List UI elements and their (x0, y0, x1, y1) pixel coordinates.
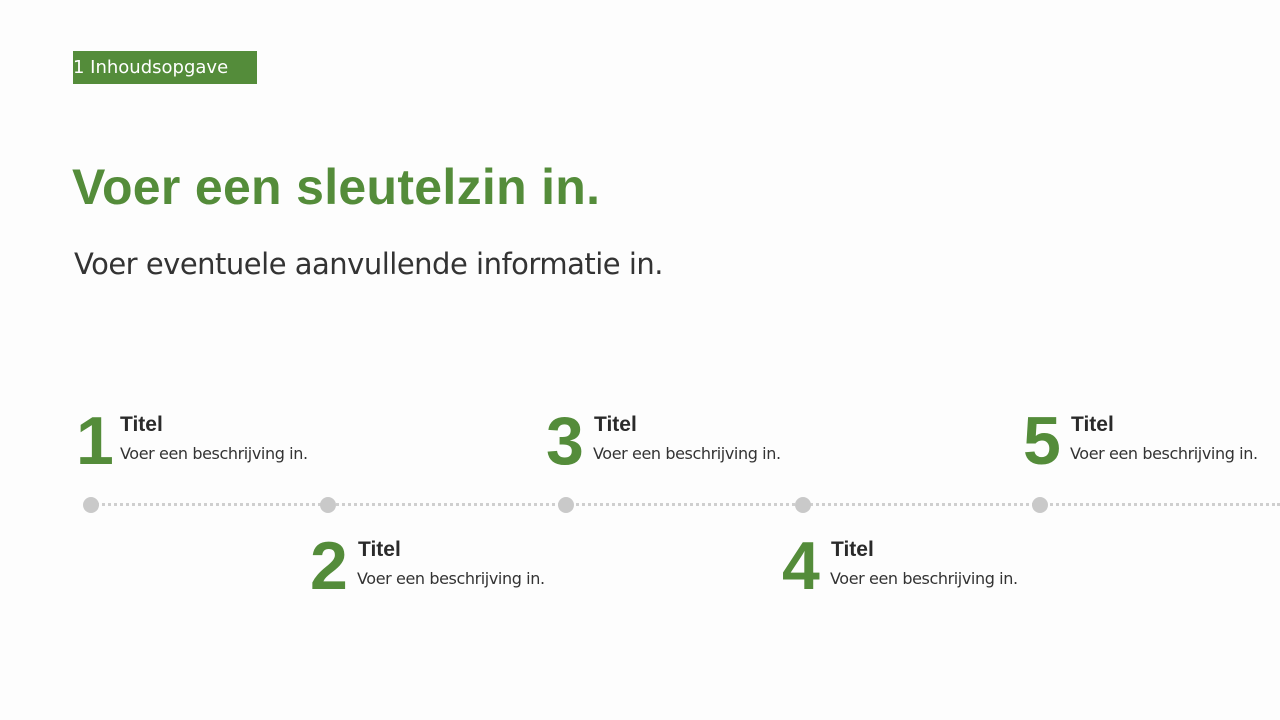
timeline-dot (320, 497, 336, 513)
section-tag: 1 Inhoudsopgave (73, 51, 257, 84)
item-description: Voer een beschrijving in. (357, 569, 545, 588)
timeline-dot (83, 497, 99, 513)
timeline-dot (795, 497, 811, 513)
timeline-line (91, 503, 1280, 506)
slide-title: Voer een sleutelzin in. (72, 159, 601, 215)
item-number: 5 (1023, 403, 1061, 479)
item-title: Titel (358, 538, 401, 561)
item-title: Titel (594, 413, 637, 436)
item-title: Titel (120, 413, 163, 436)
item-description: Voer een beschrijving in. (1070, 444, 1258, 463)
item-description: Voer een beschrijving in. (830, 569, 1018, 588)
item-title: Titel (1071, 413, 1114, 436)
item-description: Voer een beschrijving in. (120, 444, 308, 463)
item-number: 1 (76, 403, 114, 479)
item-number: 2 (310, 528, 348, 604)
timeline-dot (558, 497, 574, 513)
slide-subtitle: Voer eventuele aanvullende informatie in… (74, 247, 663, 281)
item-number: 4 (782, 528, 820, 604)
item-number: 3 (546, 403, 584, 479)
item-title: Titel (831, 538, 874, 561)
timeline-dot (1032, 497, 1048, 513)
item-description: Voer een beschrijving in. (593, 444, 781, 463)
